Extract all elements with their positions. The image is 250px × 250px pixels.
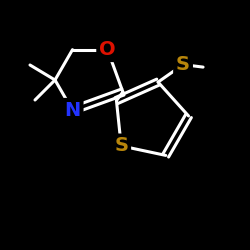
Text: N: N	[64, 101, 80, 120]
Text: S: S	[114, 136, 128, 156]
Text: S: S	[176, 55, 190, 74]
Text: O: O	[99, 40, 116, 59]
